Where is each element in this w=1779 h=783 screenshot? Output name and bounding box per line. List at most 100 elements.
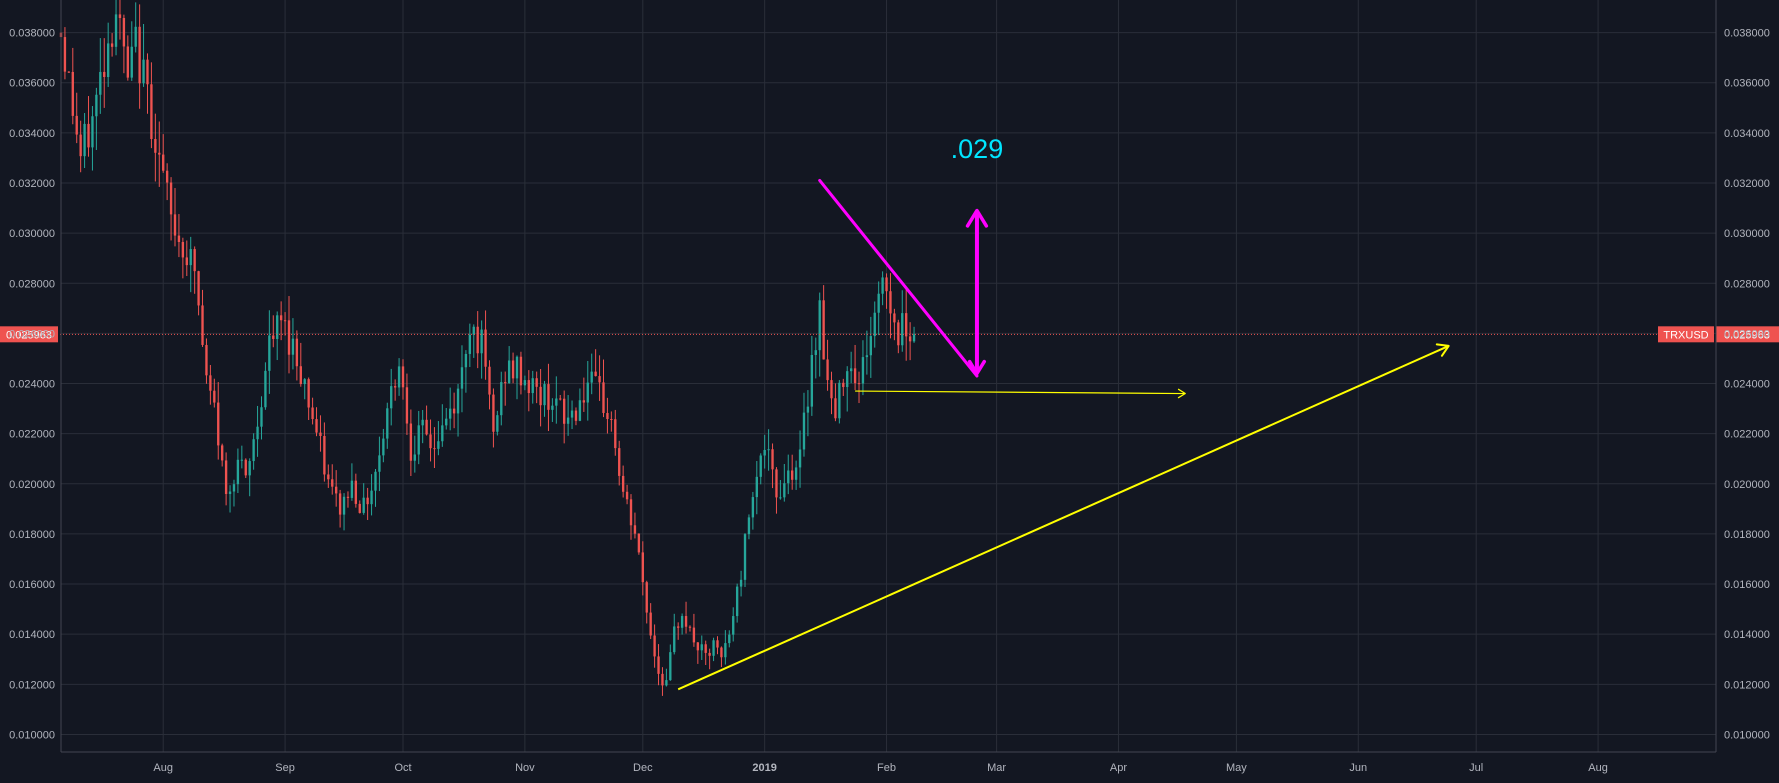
- candle-body: [594, 371, 597, 377]
- candle-body: [649, 612, 652, 636]
- candle-body: [610, 419, 613, 421]
- candle-body: [641, 552, 644, 583]
- candle-body: [877, 293, 880, 313]
- candle-body: [621, 475, 625, 492]
- candle-body: [421, 419, 424, 426]
- candle-body: [826, 359, 829, 381]
- candle-body: [150, 84, 153, 140]
- candle-body: [181, 242, 185, 258]
- y-tick-label-right: 0.026000: [1724, 328, 1770, 340]
- candle-body: [382, 438, 385, 456]
- candle-body: [637, 533, 641, 553]
- candle-body: [551, 405, 554, 410]
- x-tick-label: Mar: [987, 762, 1006, 774]
- candle-body: [173, 214, 177, 236]
- x-tick-label: Jul: [1469, 762, 1483, 774]
- candle-body: [405, 387, 409, 424]
- candle-body: [865, 355, 869, 358]
- candle-body: [91, 116, 94, 148]
- candle-body: [720, 647, 723, 658]
- candle-body: [240, 459, 244, 461]
- candle-body: [838, 382, 841, 419]
- candle-body: [889, 291, 892, 314]
- candle-body: [688, 626, 692, 628]
- candle-body: [842, 382, 845, 388]
- candle-body: [342, 496, 346, 515]
- candle-body: [315, 419, 318, 433]
- candle-body: [449, 408, 452, 419]
- candle-body: [885, 277, 888, 292]
- candle-body: [547, 384, 550, 410]
- candle-body: [260, 407, 263, 427]
- candle-body: [441, 425, 444, 442]
- candle-body: [496, 415, 499, 432]
- symbol-label: TRXUSD: [1663, 329, 1708, 341]
- candle-body: [728, 634, 731, 644]
- candle-body: [802, 412, 806, 450]
- candle-body: [71, 71, 74, 116]
- candle-body: [570, 410, 574, 418]
- candle-body: [283, 320, 287, 322]
- candle-body: [197, 271, 200, 306]
- candle-body: [763, 449, 766, 456]
- candle-body: [386, 408, 389, 439]
- candle-body: [452, 408, 456, 414]
- y-tick-label-left: 0.026000: [9, 328, 55, 340]
- candle-body: [87, 123, 90, 148]
- candle-body: [724, 643, 727, 658]
- candle-body: [425, 419, 428, 435]
- target-arrowhead-top: [965, 208, 989, 228]
- y-tick-label-left: 0.032000: [9, 178, 55, 190]
- candle-body: [189, 249, 192, 266]
- x-tick-label: Nov: [515, 762, 535, 774]
- last-price-tag-left: [0, 326, 58, 343]
- candle-body: [614, 419, 617, 449]
- candle-body: [338, 493, 342, 515]
- candle-body: [366, 497, 369, 505]
- candle-body: [881, 277, 884, 294]
- candle-body: [130, 46, 133, 78]
- x-tick-label: May: [1226, 762, 1247, 774]
- candle-body: [582, 400, 586, 403]
- candle-body: [460, 367, 464, 389]
- x-tick-label: Aug: [1588, 762, 1608, 774]
- candle-body: [236, 459, 240, 485]
- candle-body: [63, 37, 67, 72]
- candle-body: [735, 586, 739, 617]
- candle-body: [213, 390, 216, 403]
- y-tick-label-left: 0.010000: [9, 729, 55, 741]
- candle-body: [893, 313, 896, 323]
- candle-body: [578, 400, 582, 421]
- axes-layer: 0.010000 0.010000 0.012000 0.012000 0.014000…: [9, 0, 1770, 774]
- candle-body: [158, 152, 161, 155]
- candle-body: [319, 432, 322, 436]
- candle-body: [704, 644, 707, 653]
- candle-body: [531, 378, 534, 394]
- candle-body: [653, 635, 656, 657]
- candle-body: [114, 14, 118, 47]
- candle-body: [291, 338, 295, 355]
- y-tick-label-right: 0.028000: [1724, 278, 1770, 290]
- candle-body: [279, 315, 283, 321]
- annotation-text: .029: [951, 134, 1004, 164]
- y-tick-label-left: 0.030000: [9, 228, 55, 240]
- y-tick-label-left: 0.036000: [9, 78, 55, 90]
- candle-body: [747, 517, 751, 535]
- y-tick-label-left: 0.028000: [9, 278, 55, 290]
- magenta-trendline: [818, 178, 979, 378]
- symbol-tag: [1658, 326, 1714, 343]
- candle-body: [374, 471, 377, 491]
- candle-body: [429, 434, 432, 449]
- candle-body: [515, 356, 519, 379]
- candle-body: [437, 441, 440, 449]
- candle-body: [794, 467, 798, 480]
- target-arrowhead-bottom: [967, 359, 987, 376]
- candle-body: [484, 329, 487, 367]
- y-tick-label-right: 0.010000: [1724, 729, 1770, 741]
- candle-body: [142, 59, 145, 84]
- candle-body: [657, 656, 660, 674]
- candle-body: [696, 642, 700, 651]
